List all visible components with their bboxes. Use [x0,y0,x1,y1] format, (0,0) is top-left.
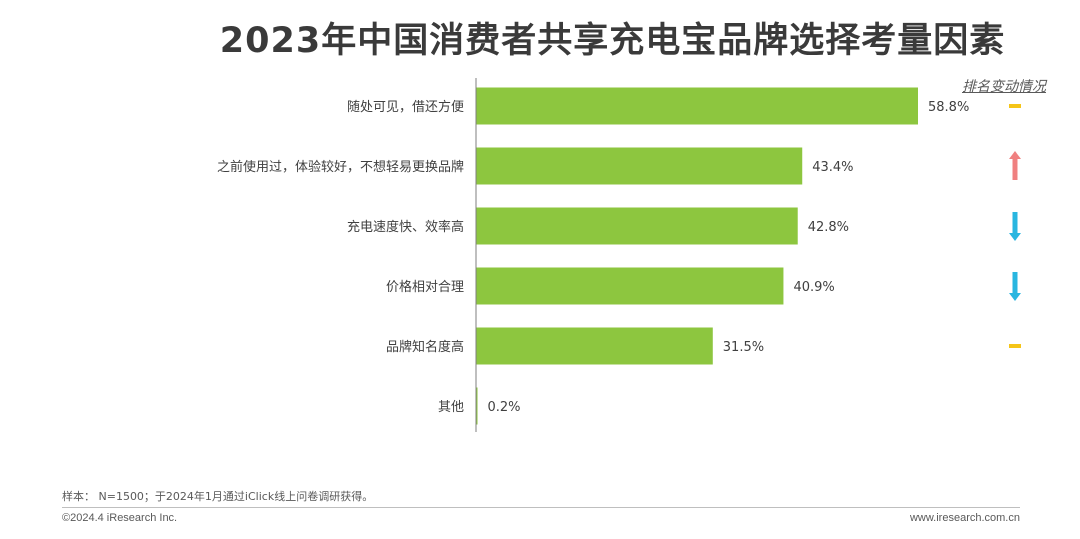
bar-4 [476,267,784,305]
trend-flat-icon-5 [1009,344,1021,348]
value-label-3: 42.8% [808,220,849,235]
category-label-1: 随处可见，借还方便 [347,99,464,115]
value-label-6: 0.2% [488,400,521,415]
bar-2 [476,147,803,185]
copyright-text: ©2024.4 iResearch Inc. [62,512,178,524]
value-label-4: 40.9% [793,280,834,295]
bars-layer: 随处可见，借还方便 58.8% 之前使用过，体验较好，不想轻易更换品牌 43.4% 充电… [217,87,969,425]
page-title: 2023年中国消费者共享充电宝品牌选择考量因素 [219,21,1006,61]
trend-up-icon-2 [1009,151,1021,180]
bar-6 [476,387,478,425]
value-label-5: 31.5% [723,340,764,355]
trend-layer [1009,104,1021,348]
trend-flat-icon-1 [1009,104,1021,108]
bar-3 [476,207,798,245]
footer-divider [62,507,1020,508]
trend-header: 排名变动情况 [962,79,1046,95]
trend-down-icon-4 [1009,272,1021,301]
value-label-1: 58.8% [928,100,969,115]
website-link[interactable]: www.iresearch.com.cn [909,512,1020,524]
trend-down-icon-3 [1009,212,1021,241]
category-label-4: 价格相对合理 [386,279,464,295]
category-label-3: 充电速度快、效率高 [347,219,464,235]
sample-note: 样本： N=1500；于2024年1月通过iClick线上问卷调研获得。 [62,490,374,503]
bar-1 [476,87,918,125]
bar-5 [476,327,713,365]
category-label-2: 之前使用过，体验较好，不想轻易更换品牌 [217,159,464,175]
category-label-6: 其他 [438,400,464,415]
value-label-2: 43.4% [812,160,853,175]
category-label-5: 品牌知名度高 [386,339,464,355]
